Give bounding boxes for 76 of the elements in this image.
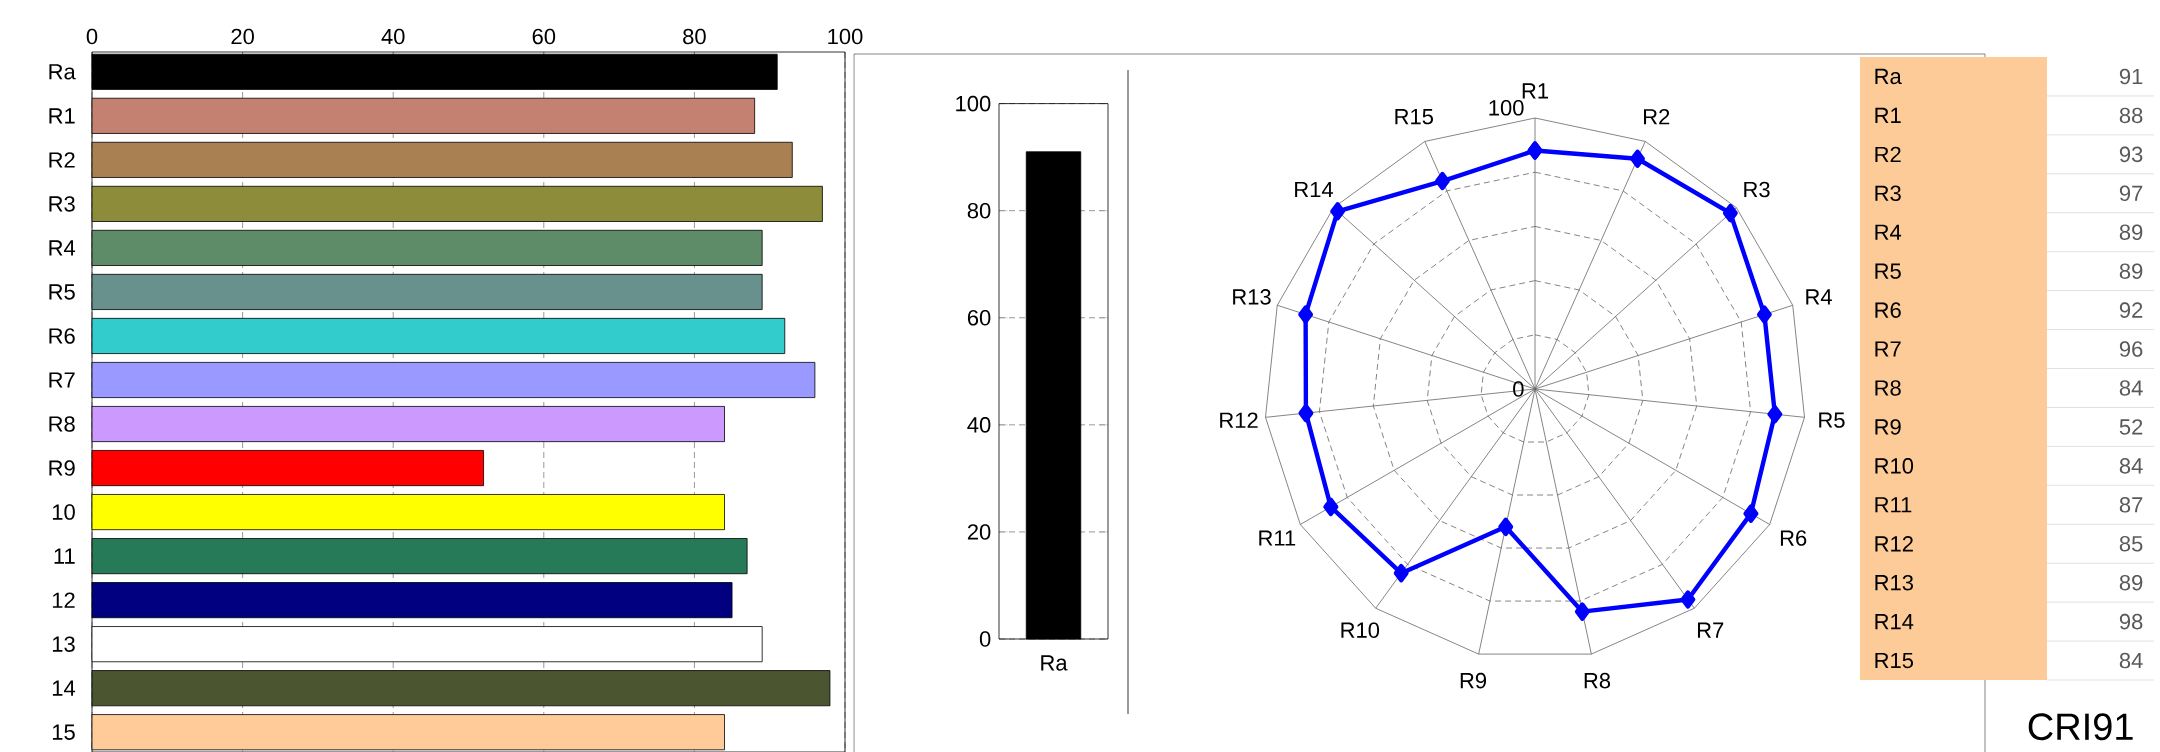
y-tick-label: R2 bbox=[49, 152, 75, 168]
y-tick-label: R5 bbox=[49, 284, 75, 300]
data-label: 89 bbox=[2119, 224, 2143, 241]
data-label: 98 bbox=[2119, 613, 2143, 630]
spoke-label: R14 bbox=[1295, 181, 1333, 198]
category-label: R15 bbox=[1875, 652, 1914, 669]
spoke-label: R7 bbox=[1697, 622, 1724, 638]
y-tick-label: 40 bbox=[967, 417, 991, 433]
x-tick-label: 40 bbox=[381, 28, 405, 45]
y-tick-label: R3 bbox=[49, 196, 75, 212]
y-tick-label: 12 bbox=[52, 592, 75, 608]
category-label: R1 bbox=[1875, 107, 1901, 123]
data-label: 84 bbox=[2119, 458, 2143, 474]
category-label: Ra bbox=[1875, 68, 1902, 85]
y-tick-label: 60 bbox=[967, 310, 991, 326]
spoke-label: R13 bbox=[1233, 289, 1271, 305]
spoke-label: R3 bbox=[1744, 181, 1770, 198]
y-tick-label: 15 bbox=[52, 724, 75, 740]
x-tick-label: 100 bbox=[828, 28, 863, 45]
category-label: R6 bbox=[1875, 302, 1901, 318]
y-tick-label: R9 bbox=[49, 460, 75, 476]
data-label: 89 bbox=[2119, 263, 2143, 279]
y-tick-label: 10 bbox=[52, 504, 75, 520]
data-label: 89 bbox=[2119, 574, 2143, 591]
y-tick-label: 0 bbox=[979, 631, 991, 647]
x-tick-label: 60 bbox=[532, 28, 556, 45]
y-tick-label: R1 bbox=[49, 108, 75, 124]
data-label: 52 bbox=[2119, 419, 2143, 435]
spoke-label: R4 bbox=[1806, 289, 1832, 305]
y-tick-label: 13 bbox=[52, 636, 75, 652]
category-label: R7 bbox=[1875, 341, 1901, 357]
y-tick-label: R7 bbox=[49, 372, 75, 388]
category-label: R2 bbox=[1875, 146, 1901, 163]
category-label: R10 bbox=[1875, 458, 1914, 474]
category-label: R14 bbox=[1875, 614, 1914, 630]
category-label: R9 bbox=[1875, 419, 1901, 435]
category-label: R8 bbox=[1875, 380, 1901, 396]
y-tick-label: 100 bbox=[956, 95, 991, 112]
data-label: 96 bbox=[2119, 341, 2143, 357]
spoke-label: R12 bbox=[1220, 412, 1258, 428]
spoke-label: R2 bbox=[1644, 109, 1670, 125]
data-label: 84 bbox=[2119, 652, 2143, 669]
data-label: 93 bbox=[2119, 146, 2143, 163]
text: CRI91 bbox=[2028, 713, 2133, 741]
data-label: 88 bbox=[2119, 107, 2143, 124]
spoke-label: R15 bbox=[1395, 109, 1433, 125]
y-tick-label: 20 bbox=[967, 524, 991, 540]
category-label: R4 bbox=[1875, 224, 1902, 240]
data-label: 84 bbox=[2119, 380, 2143, 396]
y-tick-label: 80 bbox=[967, 202, 991, 219]
y-tick-label: 11 bbox=[54, 548, 75, 564]
x-tick-label: 80 bbox=[683, 28, 706, 45]
spoke-label: R5 bbox=[1819, 412, 1845, 428]
category-label: R11 bbox=[1875, 497, 1912, 513]
category-label: R13 bbox=[1875, 574, 1913, 591]
data-label: 92 bbox=[2119, 302, 2143, 318]
y-tick-label: R4 bbox=[49, 240, 76, 256]
data-label: 91 bbox=[2119, 68, 2143, 85]
category-label: R12 bbox=[1875, 536, 1913, 552]
spoke-label: R8 bbox=[1584, 672, 1611, 689]
category-label: R5 bbox=[1875, 263, 1901, 279]
y-tick-label: R6 bbox=[49, 328, 75, 344]
x-tick-label: 20 bbox=[231, 28, 254, 45]
spoke-label: R6 bbox=[1780, 530, 1807, 546]
y-tick-label: 14 bbox=[52, 680, 76, 696]
x-tick-label: 0 bbox=[86, 28, 98, 45]
data-label: 87 bbox=[2119, 497, 2143, 513]
spoke-label: R10 bbox=[1341, 622, 1380, 638]
y-tick-label: Ra bbox=[49, 64, 76, 80]
y-tick-label: R8 bbox=[49, 416, 75, 432]
data-label: 97 bbox=[2119, 185, 2143, 202]
data-label: 85 bbox=[2119, 535, 2143, 552]
spoke-label: R9 bbox=[1460, 672, 1487, 689]
spoke-label: R1 bbox=[1522, 83, 1548, 99]
spoke-label: R11 bbox=[1259, 530, 1296, 546]
category-label: R3 bbox=[1875, 185, 1901, 202]
